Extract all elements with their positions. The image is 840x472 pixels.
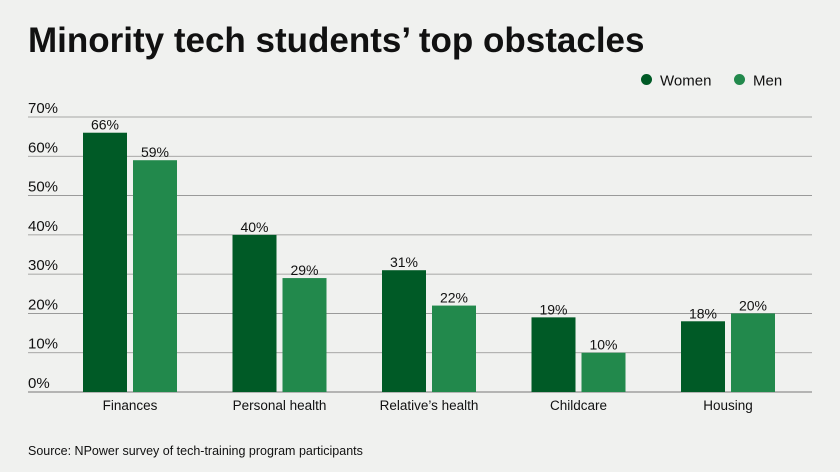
y-tick-label: 20% [28, 296, 58, 313]
category-label: Housing [703, 398, 753, 413]
source-note: Source: NPower survey of tech-training p… [28, 444, 363, 458]
data-label: 29% [290, 262, 318, 278]
y-tick-label: 40% [28, 218, 58, 235]
data-label: 19% [539, 301, 567, 317]
y-tick-label: 50% [28, 179, 58, 196]
y-tick-label: 30% [28, 257, 58, 274]
category-label: Childcare [550, 398, 607, 413]
category-label: Personal health [233, 398, 327, 413]
bar-men [432, 305, 476, 392]
bar-women [232, 234, 277, 392]
y-tick-label: 70% [28, 100, 58, 117]
data-label: 59% [141, 144, 169, 160]
category-label: Relative’s health [380, 398, 479, 413]
data-label: 18% [689, 305, 717, 321]
bar-women [382, 270, 426, 392]
legend-swatch-men [734, 74, 745, 85]
y-tick-label: 0% [28, 375, 50, 392]
bars [83, 132, 775, 392]
category-label: Finances [103, 398, 158, 413]
legend: Women Men [641, 73, 782, 90]
data-label: 66% [91, 117, 119, 133]
data-label: 10% [589, 337, 617, 353]
data-label: 20% [739, 297, 767, 313]
legend-label-men: Men [753, 73, 782, 90]
bar-men [282, 278, 327, 392]
y-tick-label: 10% [28, 336, 58, 353]
data-label: 31% [390, 254, 418, 270]
category-labels: Finances Personal health Relative’s health… [103, 398, 753, 413]
bar-men [581, 352, 626, 392]
bar-women [531, 317, 576, 392]
y-axis-tick-labels: 0% 10% 20% 30% 40% 50% 60% 70% [28, 100, 58, 392]
y-tick-label: 60% [28, 139, 58, 156]
bar-men [133, 160, 177, 392]
legend-label-women: Women [660, 73, 711, 90]
data-labels: 66% 59% 40% 29% 31% 22% 19% 10% 18% 20% [91, 117, 767, 353]
bar-women [83, 132, 127, 392]
data-label: 40% [240, 219, 268, 235]
bar-men [731, 313, 775, 392]
data-label: 22% [440, 290, 468, 306]
legend-swatch-women [641, 74, 652, 85]
bar-women [681, 321, 725, 392]
chart-title: Minority tech students’ top obstacles [28, 21, 644, 60]
